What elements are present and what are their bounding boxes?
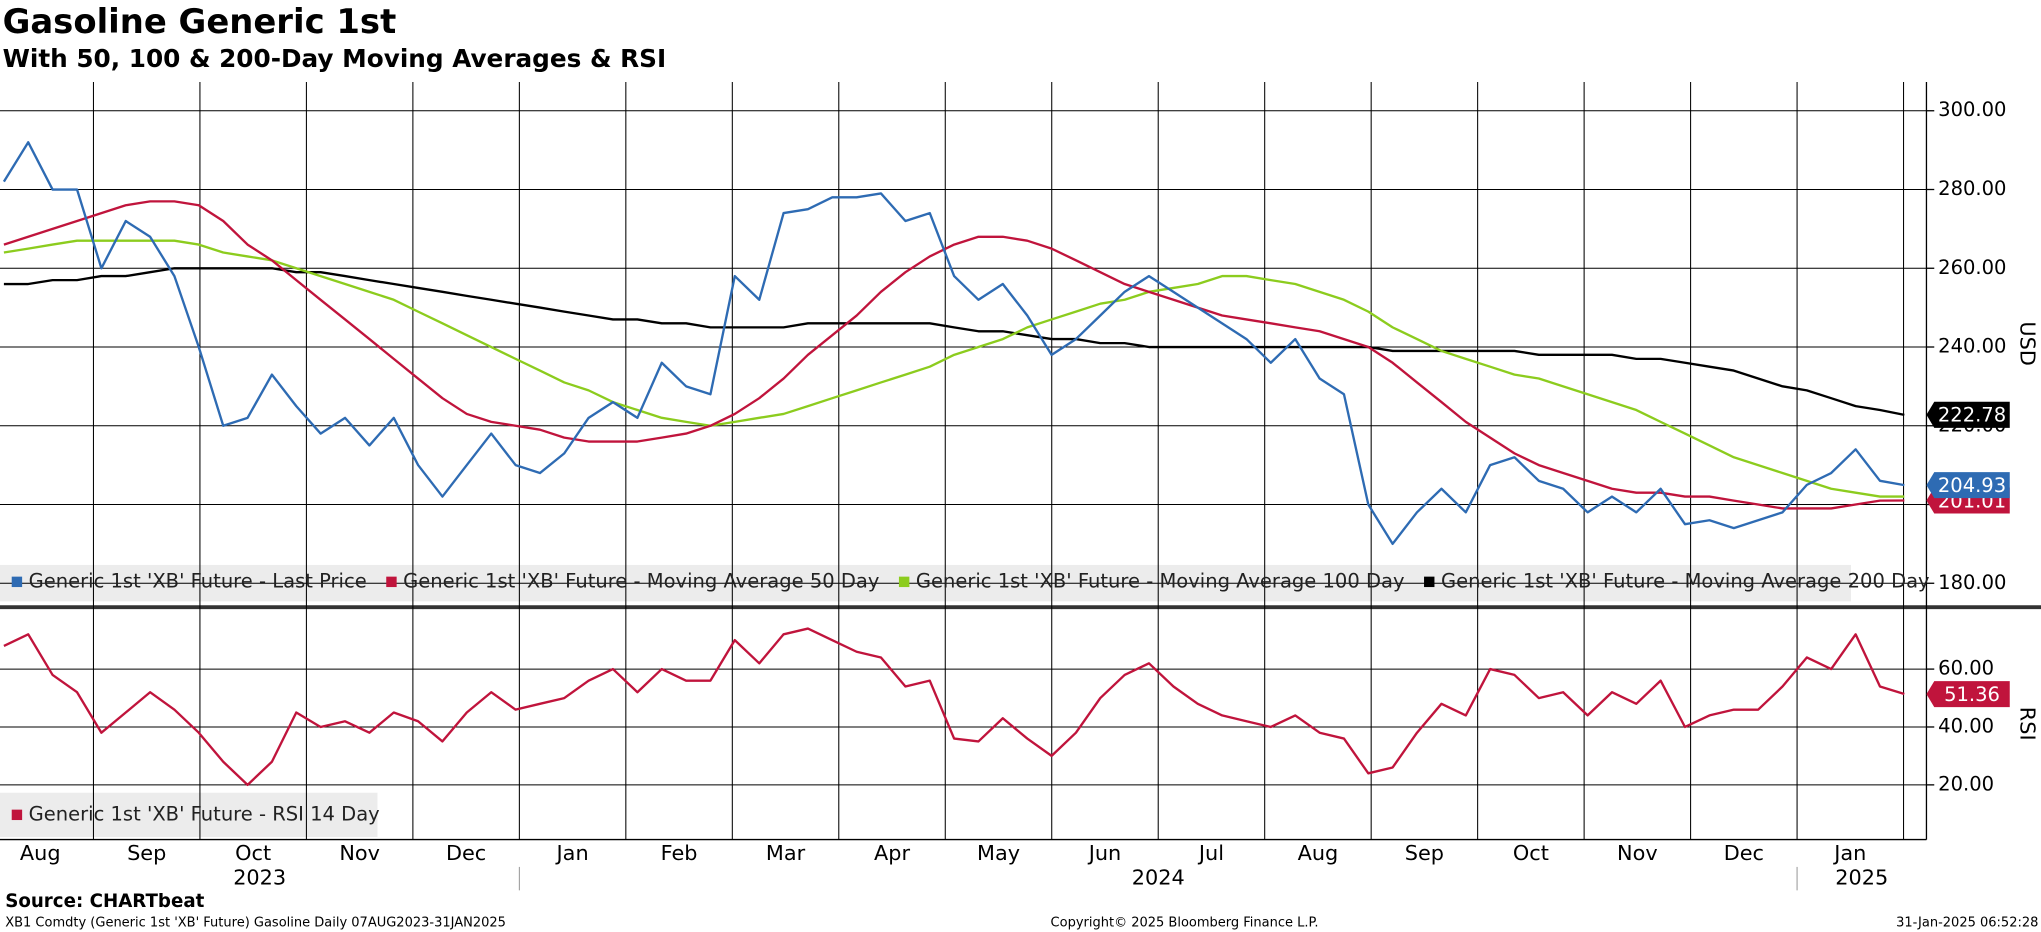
legend-swatch <box>11 809 23 821</box>
y-tick-label: 180.00 <box>1938 571 2006 594</box>
copyright: Copyright© 2025 Bloomberg Finance L.P. <box>1051 915 1319 930</box>
x-tick-label: Feb <box>661 841 698 865</box>
x-tick-label: Aug <box>20 841 61 865</box>
legend-swatch <box>1424 576 1435 588</box>
x-tick-label: Jan <box>1832 841 1866 865</box>
y-tick-label: 20.00 <box>1938 772 1994 795</box>
x-tick-label: Dec <box>446 841 486 865</box>
series-line <box>3 239 1905 498</box>
x-tick-label: Sep <box>1405 841 1444 865</box>
last-value-box <box>1926 681 2010 708</box>
legend-swatch <box>898 576 910 588</box>
y-axis-label: USD <box>2016 321 2040 365</box>
last-value-box <box>1926 401 2010 428</box>
x-tick-label: Jul <box>1197 841 1224 865</box>
x-tick-label: Apr <box>874 841 910 865</box>
last-value-label: 204.93 <box>1938 474 2006 497</box>
last-value-box <box>1926 472 2010 499</box>
x-tick-label: Jan <box>555 841 589 865</box>
x-tick-label: Aug <box>1298 841 1339 865</box>
x-tick-label: Nov <box>1617 841 1658 865</box>
x-tick-label: Oct <box>1513 841 1549 865</box>
series-line <box>3 627 1905 787</box>
series-line <box>2 141 1905 546</box>
timestamp: 31-Jan-2025 06:52:28 <box>1896 915 2038 930</box>
y-tick-label: 60.00 <box>1938 657 1994 680</box>
chart-title: Gasoline Generic 1st <box>3 2 397 41</box>
y-tick-label: 240.00 <box>1938 335 2006 358</box>
source: Source: CHARTbeat <box>5 891 204 912</box>
legend-label: Generic 1st 'XB' Future - Moving Average… <box>1441 569 1930 592</box>
legend-label: Generic 1st 'XB' Future - Last Price <box>29 569 367 592</box>
legend-label: Generic 1st 'XB' Future - Moving Average… <box>403 569 879 592</box>
year-label: 2023 <box>233 866 286 890</box>
x-tick-label: Oct <box>235 841 271 865</box>
x-tick-label: May <box>977 841 1020 865</box>
legend-label: Generic 1st 'XB' Future - RSI 14 Day <box>29 802 380 825</box>
year-label: 2025 <box>1835 866 1888 890</box>
x-tick-label: Mar <box>766 841 806 865</box>
y-tick-label: 260.00 <box>1938 256 2006 279</box>
x-tick-label: Jun <box>1087 841 1122 865</box>
last-value-label: 222.78 <box>1938 404 2006 427</box>
footer-info: XB1 Comdty (Generic 1st 'XB' Future) Gas… <box>5 915 506 930</box>
legend-swatch <box>386 576 397 588</box>
y-axis-label: RSI <box>2016 707 2040 741</box>
y-tick-label: 280.00 <box>1938 177 2006 200</box>
y-tick-label: 40.00 <box>1938 714 1994 737</box>
x-tick-label: Sep <box>127 841 166 865</box>
x-tick-label: Dec <box>1724 841 1764 865</box>
x-tick-label: Nov <box>339 841 380 865</box>
series-line <box>3 200 1905 510</box>
chart-subtitle: With 50, 100 & 200-Day Moving Averages &… <box>3 44 667 73</box>
legend-label: Generic 1st 'XB' Future - Moving Average… <box>916 569 1405 592</box>
y-tick-label: 300.00 <box>1938 98 2006 121</box>
last-value-label: 51.36 <box>1944 683 2000 706</box>
legend-background <box>0 792 378 837</box>
series-line <box>3 267 1905 416</box>
legend-swatch <box>11 576 23 588</box>
year-label: 2024 <box>1132 866 1185 890</box>
